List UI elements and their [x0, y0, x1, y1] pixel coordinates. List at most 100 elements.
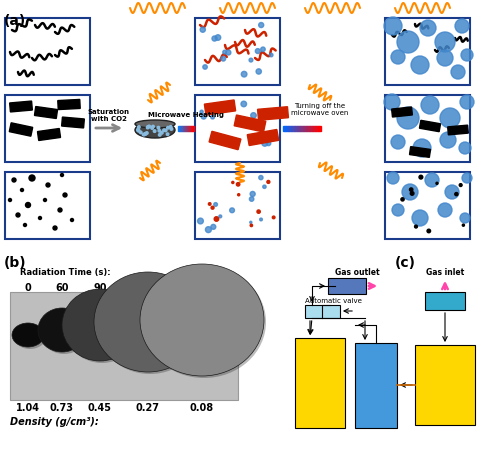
Polygon shape — [58, 99, 80, 110]
Circle shape — [206, 226, 212, 232]
Circle shape — [272, 216, 275, 219]
Circle shape — [435, 32, 455, 52]
Text: Turning off the
microwave oven: Turning off the microwave oven — [292, 103, 348, 116]
Polygon shape — [258, 107, 288, 120]
FancyArrow shape — [319, 125, 320, 130]
FancyArrow shape — [182, 125, 183, 130]
FancyArrow shape — [292, 125, 294, 130]
Circle shape — [459, 142, 471, 154]
Bar — [328, 278, 366, 294]
Ellipse shape — [38, 308, 86, 352]
Circle shape — [427, 229, 430, 233]
FancyArrow shape — [288, 125, 289, 130]
Bar — [10, 292, 238, 400]
Circle shape — [421, 96, 439, 114]
Ellipse shape — [62, 289, 138, 361]
FancyArrow shape — [180, 125, 181, 130]
Bar — [305, 305, 340, 318]
Circle shape — [200, 27, 205, 32]
Circle shape — [411, 56, 429, 74]
Text: 150: 150 — [138, 283, 158, 293]
Text: 60: 60 — [55, 283, 69, 293]
Circle shape — [46, 183, 50, 187]
Polygon shape — [410, 147, 430, 157]
Circle shape — [455, 19, 469, 33]
Circle shape — [201, 114, 206, 119]
Text: 1.04: 1.04 — [16, 403, 40, 413]
FancyArrow shape — [301, 125, 302, 130]
Circle shape — [29, 175, 35, 181]
Circle shape — [262, 140, 268, 146]
Circle shape — [451, 65, 465, 79]
Circle shape — [249, 58, 253, 62]
Circle shape — [397, 107, 419, 129]
Circle shape — [146, 132, 148, 135]
Circle shape — [236, 183, 240, 186]
FancyArrow shape — [186, 125, 187, 130]
FancyArrow shape — [283, 125, 284, 130]
Circle shape — [391, 135, 405, 149]
Circle shape — [170, 125, 172, 128]
Circle shape — [210, 115, 214, 119]
Polygon shape — [10, 123, 32, 136]
Circle shape — [226, 50, 231, 55]
Circle shape — [147, 125, 150, 128]
Bar — [5, 95, 90, 162]
Circle shape — [211, 224, 216, 229]
Circle shape — [20, 188, 24, 192]
FancyArrow shape — [302, 125, 304, 130]
Bar — [5, 172, 90, 239]
Circle shape — [60, 173, 64, 177]
Circle shape — [259, 175, 263, 180]
Circle shape — [257, 210, 260, 213]
Circle shape — [250, 192, 255, 197]
Circle shape — [63, 193, 67, 197]
Polygon shape — [10, 101, 32, 112]
Bar — [385, 172, 470, 239]
FancyArrow shape — [290, 125, 292, 130]
Circle shape — [208, 202, 211, 205]
Circle shape — [214, 202, 218, 206]
Text: (a): (a) — [4, 14, 26, 28]
Circle shape — [24, 223, 26, 226]
Circle shape — [419, 175, 423, 179]
FancyArrow shape — [289, 125, 290, 130]
Polygon shape — [62, 117, 84, 128]
Polygon shape — [34, 106, 58, 119]
Ellipse shape — [142, 266, 266, 378]
Bar — [5, 18, 90, 85]
FancyArrow shape — [316, 125, 318, 130]
FancyArrow shape — [284, 125, 286, 130]
Polygon shape — [38, 129, 60, 140]
Circle shape — [455, 193, 458, 196]
Circle shape — [142, 133, 145, 136]
Circle shape — [214, 217, 218, 221]
Ellipse shape — [14, 325, 46, 349]
Circle shape — [154, 130, 156, 132]
Circle shape — [263, 185, 266, 188]
Text: Saturation
with CO2: Saturation with CO2 — [88, 109, 130, 122]
Circle shape — [198, 218, 203, 224]
Circle shape — [260, 218, 262, 221]
Circle shape — [146, 126, 149, 129]
Circle shape — [166, 133, 169, 135]
Ellipse shape — [12, 323, 44, 347]
FancyArrow shape — [308, 125, 310, 130]
Text: 0.45: 0.45 — [88, 403, 112, 413]
Text: 0.08: 0.08 — [190, 403, 214, 413]
Circle shape — [152, 125, 154, 128]
Circle shape — [459, 183, 462, 187]
Circle shape — [12, 178, 16, 182]
Text: Microwave Heating: Microwave Heating — [148, 112, 224, 118]
Bar — [195, 172, 280, 239]
Circle shape — [53, 226, 57, 230]
Circle shape — [420, 20, 436, 36]
Ellipse shape — [135, 120, 175, 128]
FancyArrow shape — [190, 125, 191, 130]
Ellipse shape — [40, 310, 88, 354]
Circle shape — [170, 128, 172, 130]
Text: Autoclave
vessel: Autoclave vessel — [310, 361, 330, 405]
Circle shape — [440, 132, 456, 148]
Circle shape — [138, 126, 140, 128]
Circle shape — [413, 139, 431, 157]
